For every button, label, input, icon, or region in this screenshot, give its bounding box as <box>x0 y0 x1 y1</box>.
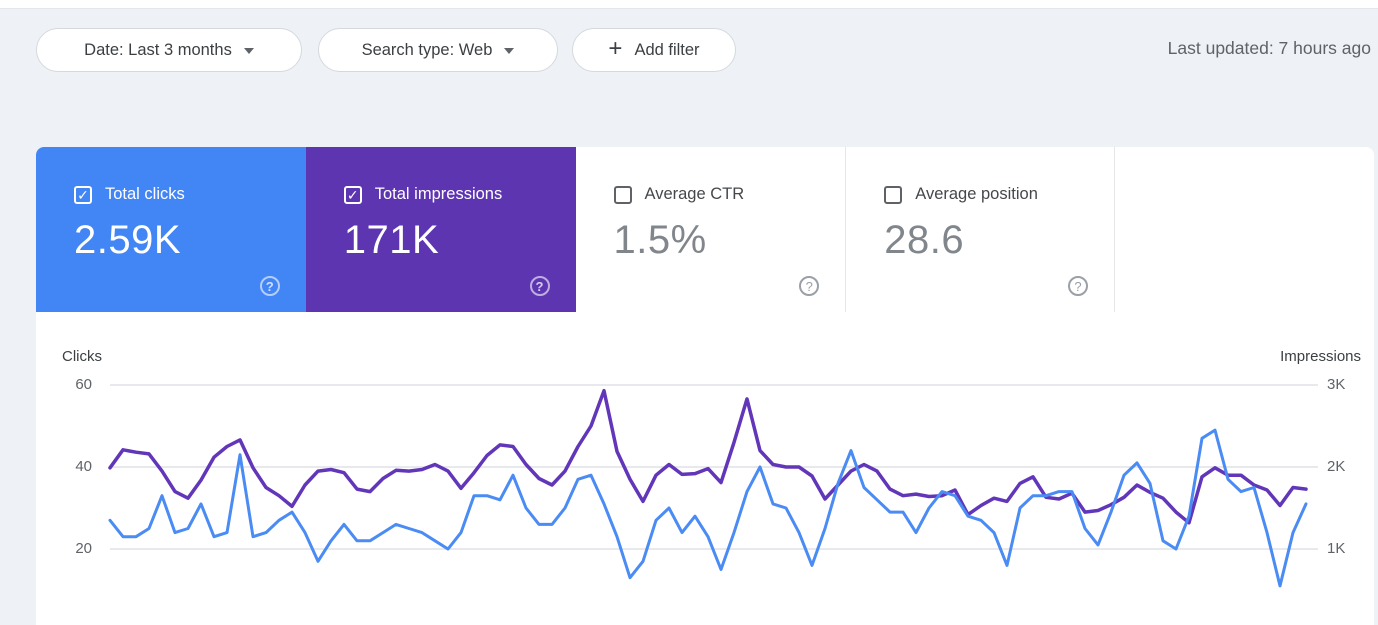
gridlines <box>110 384 1318 550</box>
average-position-value: 28.6 <box>884 218 965 262</box>
checkbox-total-impressions[interactable]: ✓ <box>343 185 362 204</box>
right-axis-tick: 2K <box>1327 458 1346 475</box>
card-label: Average CTR <box>644 185 745 203</box>
date-filter-dropdown[interactable]: Date: Last 3 months <box>36 28 302 72</box>
card-average-ctr[interactable]: ✓ Average CTR 1.5% ? <box>575 147 846 312</box>
left-axis-tick: 20 <box>75 540 92 557</box>
card-label: Total impressions <box>374 185 503 203</box>
left-axis-tick: 40 <box>75 458 92 475</box>
card-label: Average position <box>915 185 1038 203</box>
performance-panel: ✓ Total clicks 2.59K ? ✓ Total impressio… <box>36 147 1374 625</box>
total-impressions-value: 171K <box>343 218 440 262</box>
add-filter-button[interactable]: + Add filter <box>572 28 736 72</box>
search-type-dropdown[interactable]: Search type: Web <box>318 28 558 72</box>
right-axis-tick: 3K <box>1327 376 1346 393</box>
average-ctr-value: 1.5% <box>613 218 707 262</box>
help-icon[interactable]: ? <box>799 276 820 296</box>
search-type-label: Search type: Web <box>361 40 493 59</box>
card-label: Total clicks <box>105 185 185 203</box>
chevron-down-icon <box>504 48 515 54</box>
left-axis-tick: 60 <box>75 376 92 393</box>
impressions-line <box>108 388 1308 525</box>
top-strip <box>0 0 1378 9</box>
card-header: ✓ Total impressions <box>343 185 576 204</box>
left-axis-title: Clicks <box>62 348 102 365</box>
performance-chart[interactable]: Clicks Impressions 60 40 20 3K 2K 1K <box>36 312 1374 625</box>
check-icon: ✓ <box>346 186 359 203</box>
card-header: ✓ Average position <box>884 185 1114 204</box>
clicks-line <box>108 428 1308 588</box>
help-icon[interactable]: ? <box>1068 276 1088 296</box>
card-average-position[interactable]: ✓ Average position 28.6 ? <box>845 147 1115 312</box>
help-icon[interactable]: ? <box>259 276 280 296</box>
right-axis-title: Impressions <box>1280 348 1361 365</box>
help-icon[interactable]: ? <box>529 276 550 296</box>
add-filter-label: Add filter <box>634 40 700 59</box>
total-clicks-value: 2.59K <box>74 218 182 262</box>
plus-icon: + <box>608 35 623 62</box>
card-header: ✓ Total clicks <box>74 185 306 204</box>
right-axis-tick: 1K <box>1327 540 1346 557</box>
checkbox-average-position[interactable]: ✓ <box>884 185 903 204</box>
date-filter-label: Date: Last 3 months <box>84 40 232 59</box>
last-updated-text: Last updated: 7 hours ago <box>1167 38 1371 58</box>
card-total-impressions[interactable]: ✓ Total impressions 171K ? <box>305 147 576 312</box>
chart-plot-svg[interactable] <box>36 312 1374 625</box>
card-header: ✓ Average CTR <box>613 185 846 204</box>
checkbox-average-ctr[interactable]: ✓ <box>613 185 632 204</box>
checkbox-total-clicks[interactable]: ✓ <box>74 185 92 204</box>
check-icon: ✓ <box>77 186 89 203</box>
chevron-down-icon <box>243 48 254 54</box>
card-total-clicks[interactable]: ✓ Total clicks 2.59K ? <box>36 147 306 312</box>
metric-cards: ✓ Total clicks 2.59K ? ✓ Total impressio… <box>36 147 1115 312</box>
